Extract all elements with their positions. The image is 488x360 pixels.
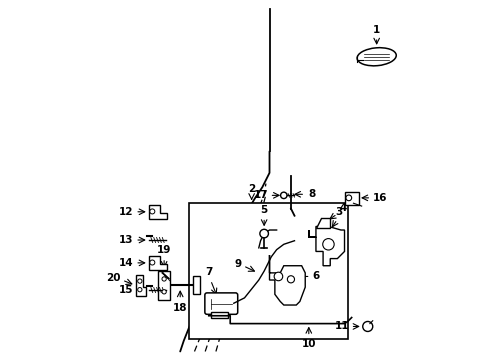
Text: 7: 7 xyxy=(204,267,212,277)
Circle shape xyxy=(362,321,372,332)
Text: 3: 3 xyxy=(335,207,342,217)
Text: 4: 4 xyxy=(339,203,346,213)
Circle shape xyxy=(280,192,286,199)
Polygon shape xyxy=(269,255,305,305)
Text: 8: 8 xyxy=(307,189,315,199)
Ellipse shape xyxy=(356,48,395,66)
Polygon shape xyxy=(135,275,146,296)
Text: 5: 5 xyxy=(260,205,267,215)
Text: 11: 11 xyxy=(334,321,348,332)
Circle shape xyxy=(162,290,166,294)
Bar xyxy=(189,203,347,339)
Circle shape xyxy=(138,279,142,283)
Text: 9: 9 xyxy=(234,259,241,269)
Polygon shape xyxy=(148,256,166,270)
Polygon shape xyxy=(344,192,358,205)
Polygon shape xyxy=(308,226,344,266)
Text: 6: 6 xyxy=(312,271,319,282)
FancyBboxPatch shape xyxy=(204,293,237,314)
Circle shape xyxy=(287,276,294,283)
Circle shape xyxy=(149,260,155,265)
Text: 14: 14 xyxy=(119,258,134,268)
Text: 2: 2 xyxy=(247,184,255,194)
Text: 16: 16 xyxy=(372,193,387,203)
Polygon shape xyxy=(193,276,200,294)
Text: 10: 10 xyxy=(301,339,315,349)
Text: 18: 18 xyxy=(173,302,187,312)
Text: 1: 1 xyxy=(372,25,380,35)
Text: 17: 17 xyxy=(253,190,267,201)
Text: 20: 20 xyxy=(106,273,121,283)
Circle shape xyxy=(322,239,333,250)
Text: 15: 15 xyxy=(119,285,134,295)
Polygon shape xyxy=(148,204,166,219)
Circle shape xyxy=(149,209,155,214)
Circle shape xyxy=(345,195,351,201)
Polygon shape xyxy=(211,312,228,318)
Text: 12: 12 xyxy=(119,207,134,217)
Circle shape xyxy=(259,229,268,238)
Text: 19: 19 xyxy=(157,245,171,255)
Text: 13: 13 xyxy=(119,235,134,245)
Circle shape xyxy=(162,277,166,281)
Circle shape xyxy=(274,272,282,281)
Polygon shape xyxy=(315,217,329,228)
Circle shape xyxy=(138,288,142,292)
Polygon shape xyxy=(158,271,170,300)
